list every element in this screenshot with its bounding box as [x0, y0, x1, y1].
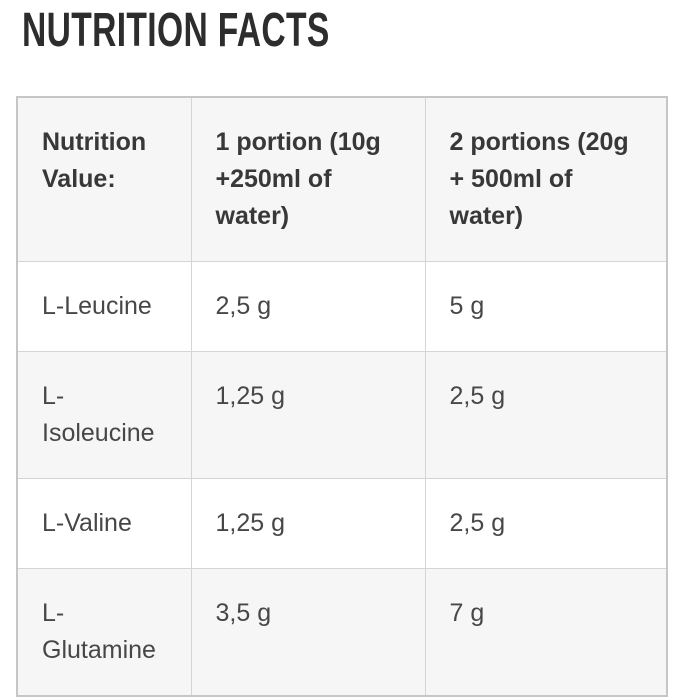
portion-2-value-cell: 7 g [424, 568, 668, 697]
table-row: L-Glutamine 3,5 g 7 g [16, 568, 668, 697]
nutrient-name-cell: L-Valine [16, 478, 192, 569]
nutrient-name-cell: L-Leucine [16, 261, 192, 352]
table-row: L-Isoleucine 1,25 g 2,5 g [16, 351, 668, 479]
portion-1-value-cell: 1,25 g [190, 478, 426, 569]
nutrition-facts-table: Nutrition Value: 1 portion (10g +250ml o… [16, 96, 668, 697]
table-row: L-Valine 1,25 g 2,5 g [16, 478, 668, 569]
nutrient-name-cell: L-Isoleucine [16, 351, 192, 479]
column-header-portion-2: 2 portions (20g + 500ml of water) [424, 96, 668, 262]
table-header-row: Nutrition Value: 1 portion (10g +250ml o… [16, 96, 668, 262]
page-title: NUTRITION FACTS [22, 6, 684, 56]
portion-1-value-cell: 2,5 g [190, 261, 426, 352]
portion-1-value-cell: 1,25 g [190, 351, 426, 479]
portion-2-value-cell: 2,5 g [424, 478, 668, 569]
page-title-text: NUTRITION FACTS [22, 4, 330, 57]
portion-2-value-cell: 2,5 g [424, 351, 668, 479]
nutrient-name-cell: L-Glutamine [16, 568, 192, 697]
table-row: L-Leucine 2,5 g 5 g [16, 261, 668, 352]
portion-2-value-cell: 5 g [424, 261, 668, 352]
column-header-portion-1: 1 portion (10g +250ml of water) [190, 96, 426, 262]
portion-1-value-cell: 3,5 g [190, 568, 426, 697]
page: NUTRITION FACTS Nutrition Value: 1 porti… [0, 6, 700, 700]
column-header-nutrition-value: Nutrition Value: [16, 96, 192, 262]
